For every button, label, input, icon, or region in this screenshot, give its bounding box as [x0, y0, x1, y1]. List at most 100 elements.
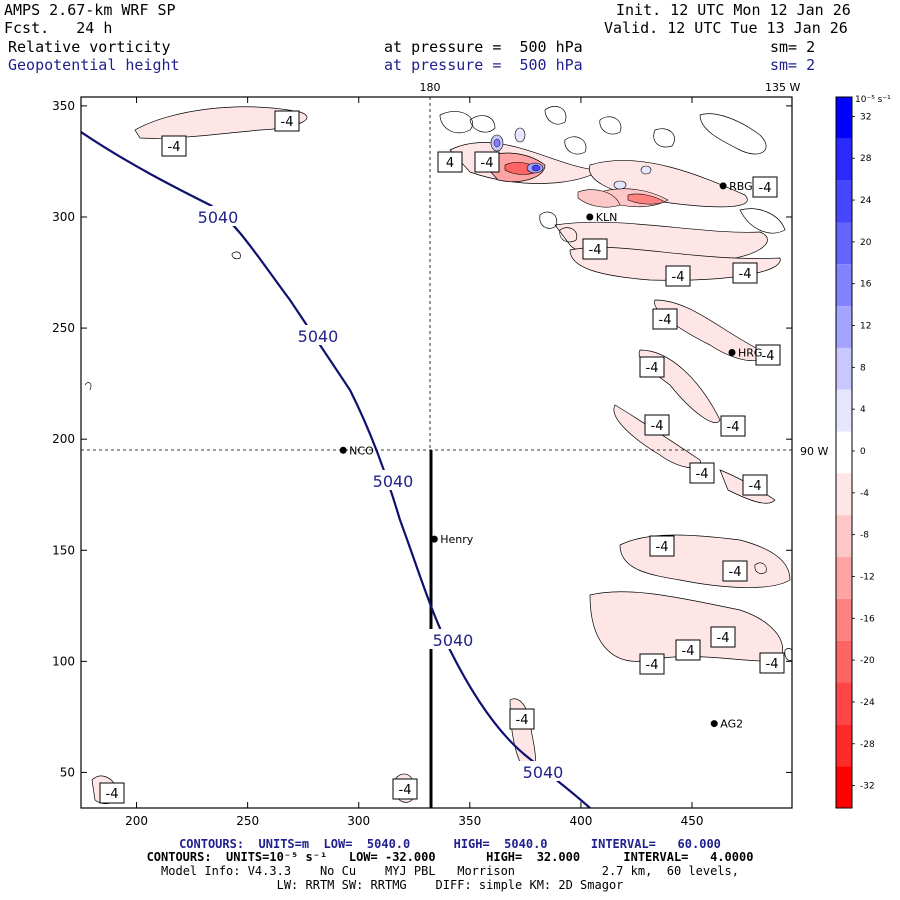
- meridian-label-180: 180: [420, 81, 441, 94]
- vorticity-label: -4: [759, 181, 772, 196]
- colorbar-tick-label: -16: [860, 614, 875, 624]
- vorticity-label-box: [649, 535, 675, 557]
- x-tick-label: 200: [125, 814, 148, 828]
- vorticity-label-box: [755, 344, 781, 366]
- y-tick-label: 300: [52, 210, 75, 224]
- meridian-label-135w: 135 W: [765, 81, 800, 94]
- field1-level: at pressure = 500 hPa: [384, 38, 583, 56]
- colorbar-tick-label: -12: [860, 572, 875, 582]
- field2-name: Geopotential height: [8, 56, 180, 74]
- station-marker: [710, 720, 718, 728]
- colorbar-swatch: [836, 180, 852, 223]
- colorbar-tick-label: -28: [860, 740, 875, 750]
- colorbar-swatch: [836, 306, 852, 348]
- vorticity-label-box: [161, 135, 187, 157]
- vorticity-label-box: [752, 176, 778, 198]
- vorticity-label-box: [509, 708, 535, 730]
- vorticity-label-box: [639, 356, 665, 378]
- vorticity-label-box: [710, 626, 736, 648]
- field1-name: Relative vorticity: [8, 38, 171, 56]
- y-tick-label: 100: [52, 654, 75, 668]
- vorticity-label: -4: [766, 657, 779, 672]
- vorticity-label: -4: [281, 115, 294, 130]
- field2-smoothing: sm= 2: [770, 56, 816, 74]
- colorbar-tick-label: 12: [860, 322, 871, 332]
- footer-height-contours: CONTOURS: UNITS=m LOW= 5040.0 HIGH= 5040…: [179, 837, 721, 851]
- vorticity-label-box: [474, 151, 500, 173]
- colorbar-swatch: [836, 640, 852, 683]
- model-title: AMPS 2.67-km WRF SP: [4, 1, 176, 19]
- x-tick-label: 400: [569, 814, 592, 828]
- vorticity-label-box: [742, 474, 768, 496]
- colorbar-tick-label: 24: [860, 196, 872, 206]
- height-contour-label: 5040: [298, 327, 339, 346]
- vorticity-label: -4: [696, 467, 709, 482]
- vorticity-label: -4: [672, 270, 685, 285]
- field1-smoothing: sm= 2: [770, 38, 816, 56]
- colorbar-swatch: [836, 97, 852, 139]
- vorticity-label: -4: [749, 479, 762, 494]
- colorbar-swatch: [836, 222, 852, 265]
- station-label: HRG: [738, 347, 762, 360]
- height-label-bg: [429, 629, 477, 649]
- colorbar-tick-label: 32: [860, 112, 871, 122]
- colorbar-tick-label: -4: [860, 489, 869, 499]
- station-label: Henry: [440, 533, 474, 546]
- valid-time: Valid. 12 UTC Tue 13 Jan 26: [604, 19, 848, 37]
- colorbar-swatch: [836, 557, 852, 599]
- y-tick-label: 350: [52, 99, 75, 113]
- vorticity-label-box: [392, 778, 418, 800]
- vorticity-label-box: [99, 782, 125, 804]
- height-contour-label: 5040: [373, 472, 414, 491]
- vorticity-label: -4: [727, 420, 740, 435]
- station-marker: [719, 182, 727, 190]
- colorbar-swatch: [836, 598, 852, 641]
- vorticity-label-box: [274, 110, 300, 132]
- vorticity-label: -4: [646, 361, 659, 376]
- vorticity-label-box: [732, 262, 758, 284]
- vorticity-label-box: [582, 238, 608, 260]
- axes-layer: 200 250 300 350 400 450 350 300 250 200 150 100 50: [52, 97, 792, 828]
- station-label: NCO: [349, 444, 374, 457]
- colorbar-swatch: [836, 682, 852, 725]
- colorbar-tick-label: -8: [860, 531, 869, 541]
- vorticity-label: 4: [446, 156, 454, 171]
- x-tick-label: 450: [681, 814, 704, 828]
- height-contour-label: 5040: [433, 631, 474, 650]
- colorbar-tick-label: -20: [860, 656, 875, 666]
- colorbar-frame: [835, 96, 853, 809]
- x-tick-label: 300: [347, 814, 370, 828]
- colorbar-tick-label: 20: [860, 238, 872, 248]
- x-tick-label: 350: [458, 814, 481, 828]
- vorticity-label-box: [639, 653, 665, 675]
- colorbar-tick-label: 16: [860, 280, 872, 290]
- footer-model-info: Model Info: V4.3.3 No Cu MYJ PBL Morriso…: [161, 864, 739, 878]
- vorticity-label: -4: [168, 140, 181, 155]
- vorticity-label: -4: [729, 565, 742, 580]
- vorticity-shading: [84, 106, 792, 804]
- colorbar-tick-label: 28: [860, 154, 872, 164]
- vorticity-label: -4: [656, 540, 669, 555]
- vorticity-label: -4: [106, 787, 119, 802]
- station-marker: [586, 213, 594, 221]
- colorbar-swatch: [836, 389, 852, 432]
- colorbar-swatch: [836, 473, 852, 516]
- vorticity-label: -4: [399, 783, 412, 798]
- vorticity-label: -4: [659, 313, 672, 328]
- vorticity-label-box: [652, 308, 678, 330]
- plot-frame: [80, 96, 793, 809]
- x-tick-label: 250: [236, 814, 259, 828]
- height-label-bg: [194, 206, 242, 226]
- vorticity-label: -4: [717, 631, 730, 646]
- station-label: KLN: [596, 211, 618, 224]
- station-label: RBG: [729, 180, 753, 193]
- vorticity-labels: -4 -4 4 -4 -4 -4 -4 -4 -4 -4 -4 -4 -4 -4 -4 -4 -4 -4 -4 -4 -…: [99, 110, 785, 804]
- station-marker: [339, 446, 347, 454]
- y-tick-label: 200: [52, 432, 75, 446]
- vorticity-label-box: [644, 414, 670, 436]
- colorbar-swatch: [836, 138, 852, 181]
- vorticity-label: -4: [516, 713, 529, 728]
- vorticity-label: -4: [589, 243, 602, 258]
- colorbar-swatch: [836, 724, 852, 767]
